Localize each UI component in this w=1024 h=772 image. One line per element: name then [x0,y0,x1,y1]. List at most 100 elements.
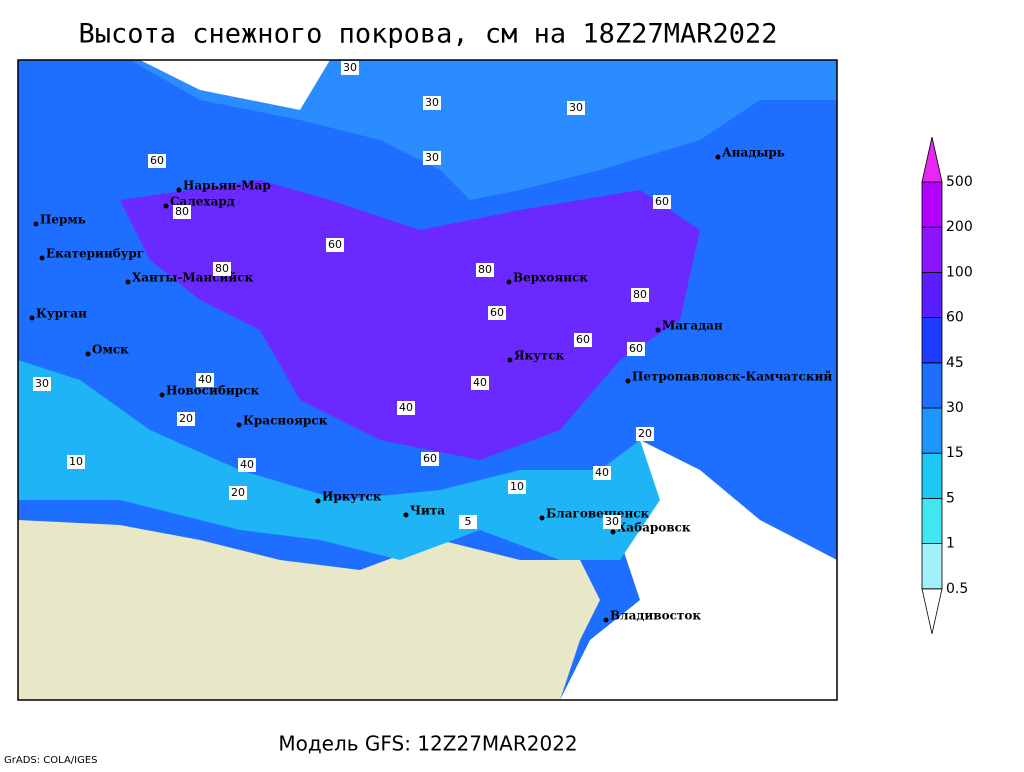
contour-label: 30 [425,96,439,109]
contour-label: 20 [638,427,652,440]
shallow-snow [18,360,660,560]
colorbar-segment [921,362,943,409]
city-dot [610,529,616,535]
city-label: Омск [92,343,129,357]
city-label: Чита [410,504,445,518]
contour-label-box [177,412,195,426]
city-label: Екатеринбург [46,247,144,261]
city-label: Нарьян-Мар [183,179,271,193]
colorbar-segment [921,452,943,499]
contour-label-box [423,151,441,165]
city-dot [33,221,39,227]
city-label: Верхоянск [513,271,588,285]
land-south [18,520,600,700]
contour-label-box [341,61,359,75]
contour-label-box [567,101,585,115]
contour-label-box [488,306,506,320]
colorbar-segment [921,498,943,544]
deep-snow [120,180,700,460]
city-dot [236,422,242,428]
map-labels: АнадырьНарьян-МарСалехардПермьЕкатеринбу… [29,61,832,623]
contour-label-box [653,195,671,209]
ice [140,60,330,110]
contour-label: 80 [215,262,229,275]
contour-label: 60 [490,306,504,319]
city-label: Ханты-Мансийск [132,271,254,285]
contour-label: 80 [478,263,492,276]
credit: GrADS: COLA/IGES [4,755,98,766]
colorbar-label: 15 [946,445,964,461]
contour-label: 20 [179,412,193,425]
contour-label-box [196,373,214,387]
city-dot [125,279,131,285]
city-label: Хабаровск [617,521,691,535]
contour-label: 30 [569,101,583,114]
colorbar-segment [921,272,943,318]
city-dot [506,279,512,285]
contour-label-box [229,486,247,500]
city-dot [655,327,661,333]
contour-label-box [574,333,592,347]
contour-label: 30 [605,515,619,528]
city-label: Якутск [514,349,565,363]
contour-label: 10 [69,455,83,468]
city-dot [539,515,545,521]
map-frame [17,59,838,701]
city-label: Иркутск [322,490,382,504]
colorbar-label: 60 [946,310,964,326]
city-dot [85,351,91,357]
city-label: Благовещенск [546,507,650,521]
contour-label: 60 [655,195,669,208]
title: Высота снежного покрова, см на 18Z27MAR2… [79,19,778,50]
colorbar-label: 0.5 [946,581,968,597]
colorbar-segment [921,543,943,590]
contour-label: 40 [240,458,254,471]
colorbar-segment [921,181,943,228]
contour-label: 60 [576,333,590,346]
colorbar-label: 200 [946,219,973,235]
colorbar-label: 30 [946,400,964,416]
contour-label-box [148,154,166,168]
city-label: Владивосток [610,609,701,623]
contour-label-box [67,455,85,469]
contour-label-box [636,427,654,441]
colorbar-segment [921,317,943,364]
contour-label: 40 [473,376,487,389]
city-dot [163,203,169,209]
city-dot [403,512,409,518]
contour-label-box [631,288,649,302]
colorbar-label: 5 [946,490,955,506]
contour-label: 60 [629,342,643,355]
contour-label: 40 [399,401,413,414]
city-label: Курган [36,307,87,321]
contour-label-box [397,401,415,415]
colorbar-label: 100 [946,264,973,280]
contour-label: 60 [150,154,164,167]
contour-label-box [33,377,51,391]
city-label: Анадырь [722,146,785,160]
colorbar-label: 45 [946,355,964,371]
contour-label: 10 [510,480,524,493]
city-label: Пермь [40,213,86,227]
contour-label-box [421,452,439,466]
contour-label: 30 [35,377,49,390]
city-label: Красноярск [243,414,328,428]
contour-label-box [593,466,611,480]
contour-label: 30 [343,61,357,74]
colorbar-segment [921,226,943,273]
colorbar-label: 1 [946,536,955,552]
city-dot [39,255,45,261]
contour-label-box [213,262,231,276]
contour-label-box [603,515,621,529]
city-label: Петропавловск-Камчатский [632,370,832,384]
contour-label: 40 [595,466,609,479]
city-dot [159,392,165,398]
city-dot [625,378,631,384]
contour-label-box [326,238,344,252]
model-run: Модель GFS: 12Z27MAR2022 [278,732,577,756]
contour-label: 80 [633,288,647,301]
colorbar-segment [921,136,943,183]
city-label: Магадан [662,319,723,333]
map [17,59,838,701]
